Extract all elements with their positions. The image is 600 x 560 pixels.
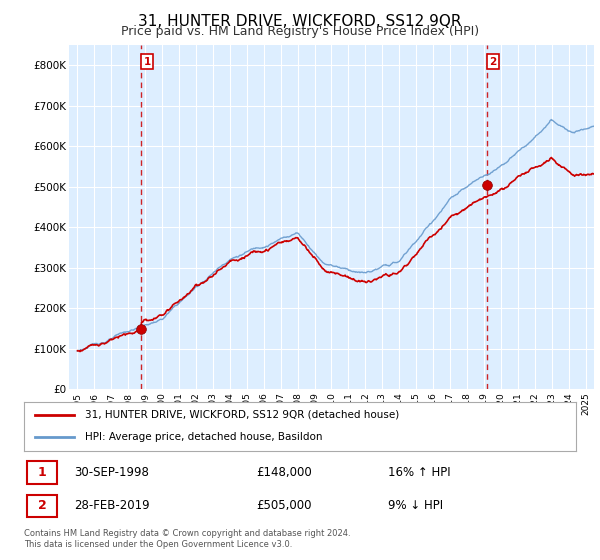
Text: 2: 2: [38, 500, 46, 512]
FancyBboxPatch shape: [27, 461, 57, 484]
Text: 30-SEP-1998: 30-SEP-1998: [74, 466, 149, 479]
Text: Price paid vs. HM Land Registry's House Price Index (HPI): Price paid vs. HM Land Registry's House …: [121, 25, 479, 38]
Text: 31, HUNTER DRIVE, WICKFORD, SS12 9QR: 31, HUNTER DRIVE, WICKFORD, SS12 9QR: [138, 14, 462, 29]
Text: £505,000: £505,000: [256, 500, 311, 512]
Text: HPI: Average price, detached house, Basildon: HPI: Average price, detached house, Basi…: [85, 432, 322, 442]
Text: £148,000: £148,000: [256, 466, 311, 479]
Text: 28-FEB-2019: 28-FEB-2019: [74, 500, 149, 512]
Text: 2: 2: [490, 57, 497, 67]
Text: Contains HM Land Registry data © Crown copyright and database right 2024.
This d: Contains HM Land Registry data © Crown c…: [24, 529, 350, 549]
Text: 31, HUNTER DRIVE, WICKFORD, SS12 9QR (detached house): 31, HUNTER DRIVE, WICKFORD, SS12 9QR (de…: [85, 410, 399, 420]
Text: 9% ↓ HPI: 9% ↓ HPI: [388, 500, 443, 512]
Text: 16% ↑ HPI: 16% ↑ HPI: [388, 466, 451, 479]
Text: 1: 1: [143, 57, 151, 67]
FancyBboxPatch shape: [27, 494, 57, 517]
Text: 1: 1: [38, 466, 46, 479]
